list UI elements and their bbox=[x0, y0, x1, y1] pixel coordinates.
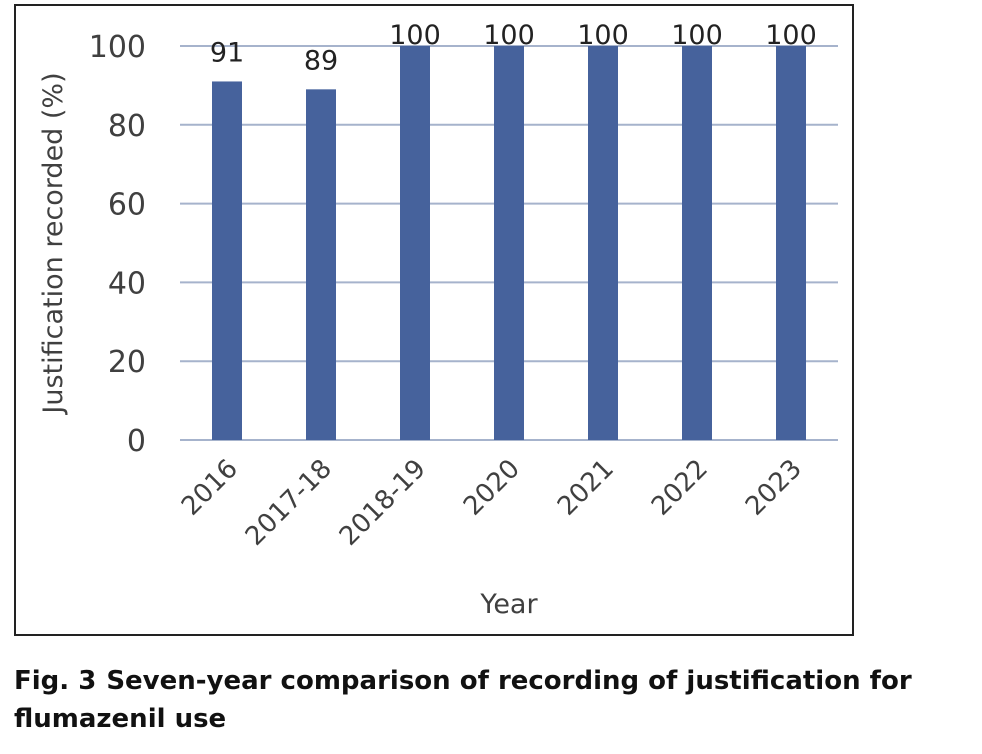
x-tick-label-2022: 2022 bbox=[646, 454, 714, 522]
figure-caption-text: Seven-year comparison of recording of ju… bbox=[14, 666, 912, 734]
y-axis-ticks: 0 20 40 60 80 100 bbox=[89, 30, 146, 459]
y-tick-label: 20 bbox=[108, 345, 146, 380]
y-tick-label: 0 bbox=[127, 424, 146, 459]
data-labels: 91 89 100 100 100 100 100 bbox=[210, 20, 817, 76]
figure-number: Fig. 3 bbox=[14, 666, 97, 696]
x-axis-title: Year bbox=[479, 589, 538, 620]
data-label-2016: 91 bbox=[210, 37, 244, 68]
bar-2022 bbox=[682, 46, 712, 440]
data-label-2017-18: 89 bbox=[304, 45, 338, 76]
x-tick-label-2018-19: 2018-19 bbox=[334, 454, 432, 552]
chart-frame bbox=[14, 4, 854, 636]
figure-caption: Fig. 3 Seven-year comparison of recording… bbox=[14, 662, 974, 738]
data-label-2022: 100 bbox=[671, 20, 723, 51]
data-label-2018-19: 100 bbox=[389, 20, 441, 51]
data-label-2020: 100 bbox=[483, 20, 535, 51]
x-tick-label-2016: 2016 bbox=[176, 454, 244, 522]
x-tick-label-2023: 2023 bbox=[740, 454, 808, 522]
y-tick-label: 40 bbox=[108, 266, 146, 301]
data-label-2021: 100 bbox=[577, 20, 629, 51]
y-tick-label: 80 bbox=[108, 109, 146, 144]
bar-2016 bbox=[212, 81, 242, 441]
y-axis-title: Justification recorded (%) bbox=[38, 72, 69, 415]
x-tick-label-2020: 2020 bbox=[458, 454, 526, 522]
x-tick-label-2021: 2021 bbox=[552, 454, 620, 522]
bar-2017-18 bbox=[306, 89, 336, 440]
data-label-2023: 100 bbox=[765, 20, 817, 51]
bar-2023 bbox=[776, 46, 806, 440]
y-tick-label: 60 bbox=[108, 188, 146, 223]
y-tick-label: 100 bbox=[89, 30, 146, 65]
x-tick-label-2017-18: 2017-18 bbox=[240, 454, 338, 552]
bar-2021 bbox=[588, 46, 618, 440]
bar-2018-19 bbox=[400, 46, 430, 440]
bar-2020 bbox=[494, 46, 524, 440]
bars bbox=[212, 46, 806, 441]
